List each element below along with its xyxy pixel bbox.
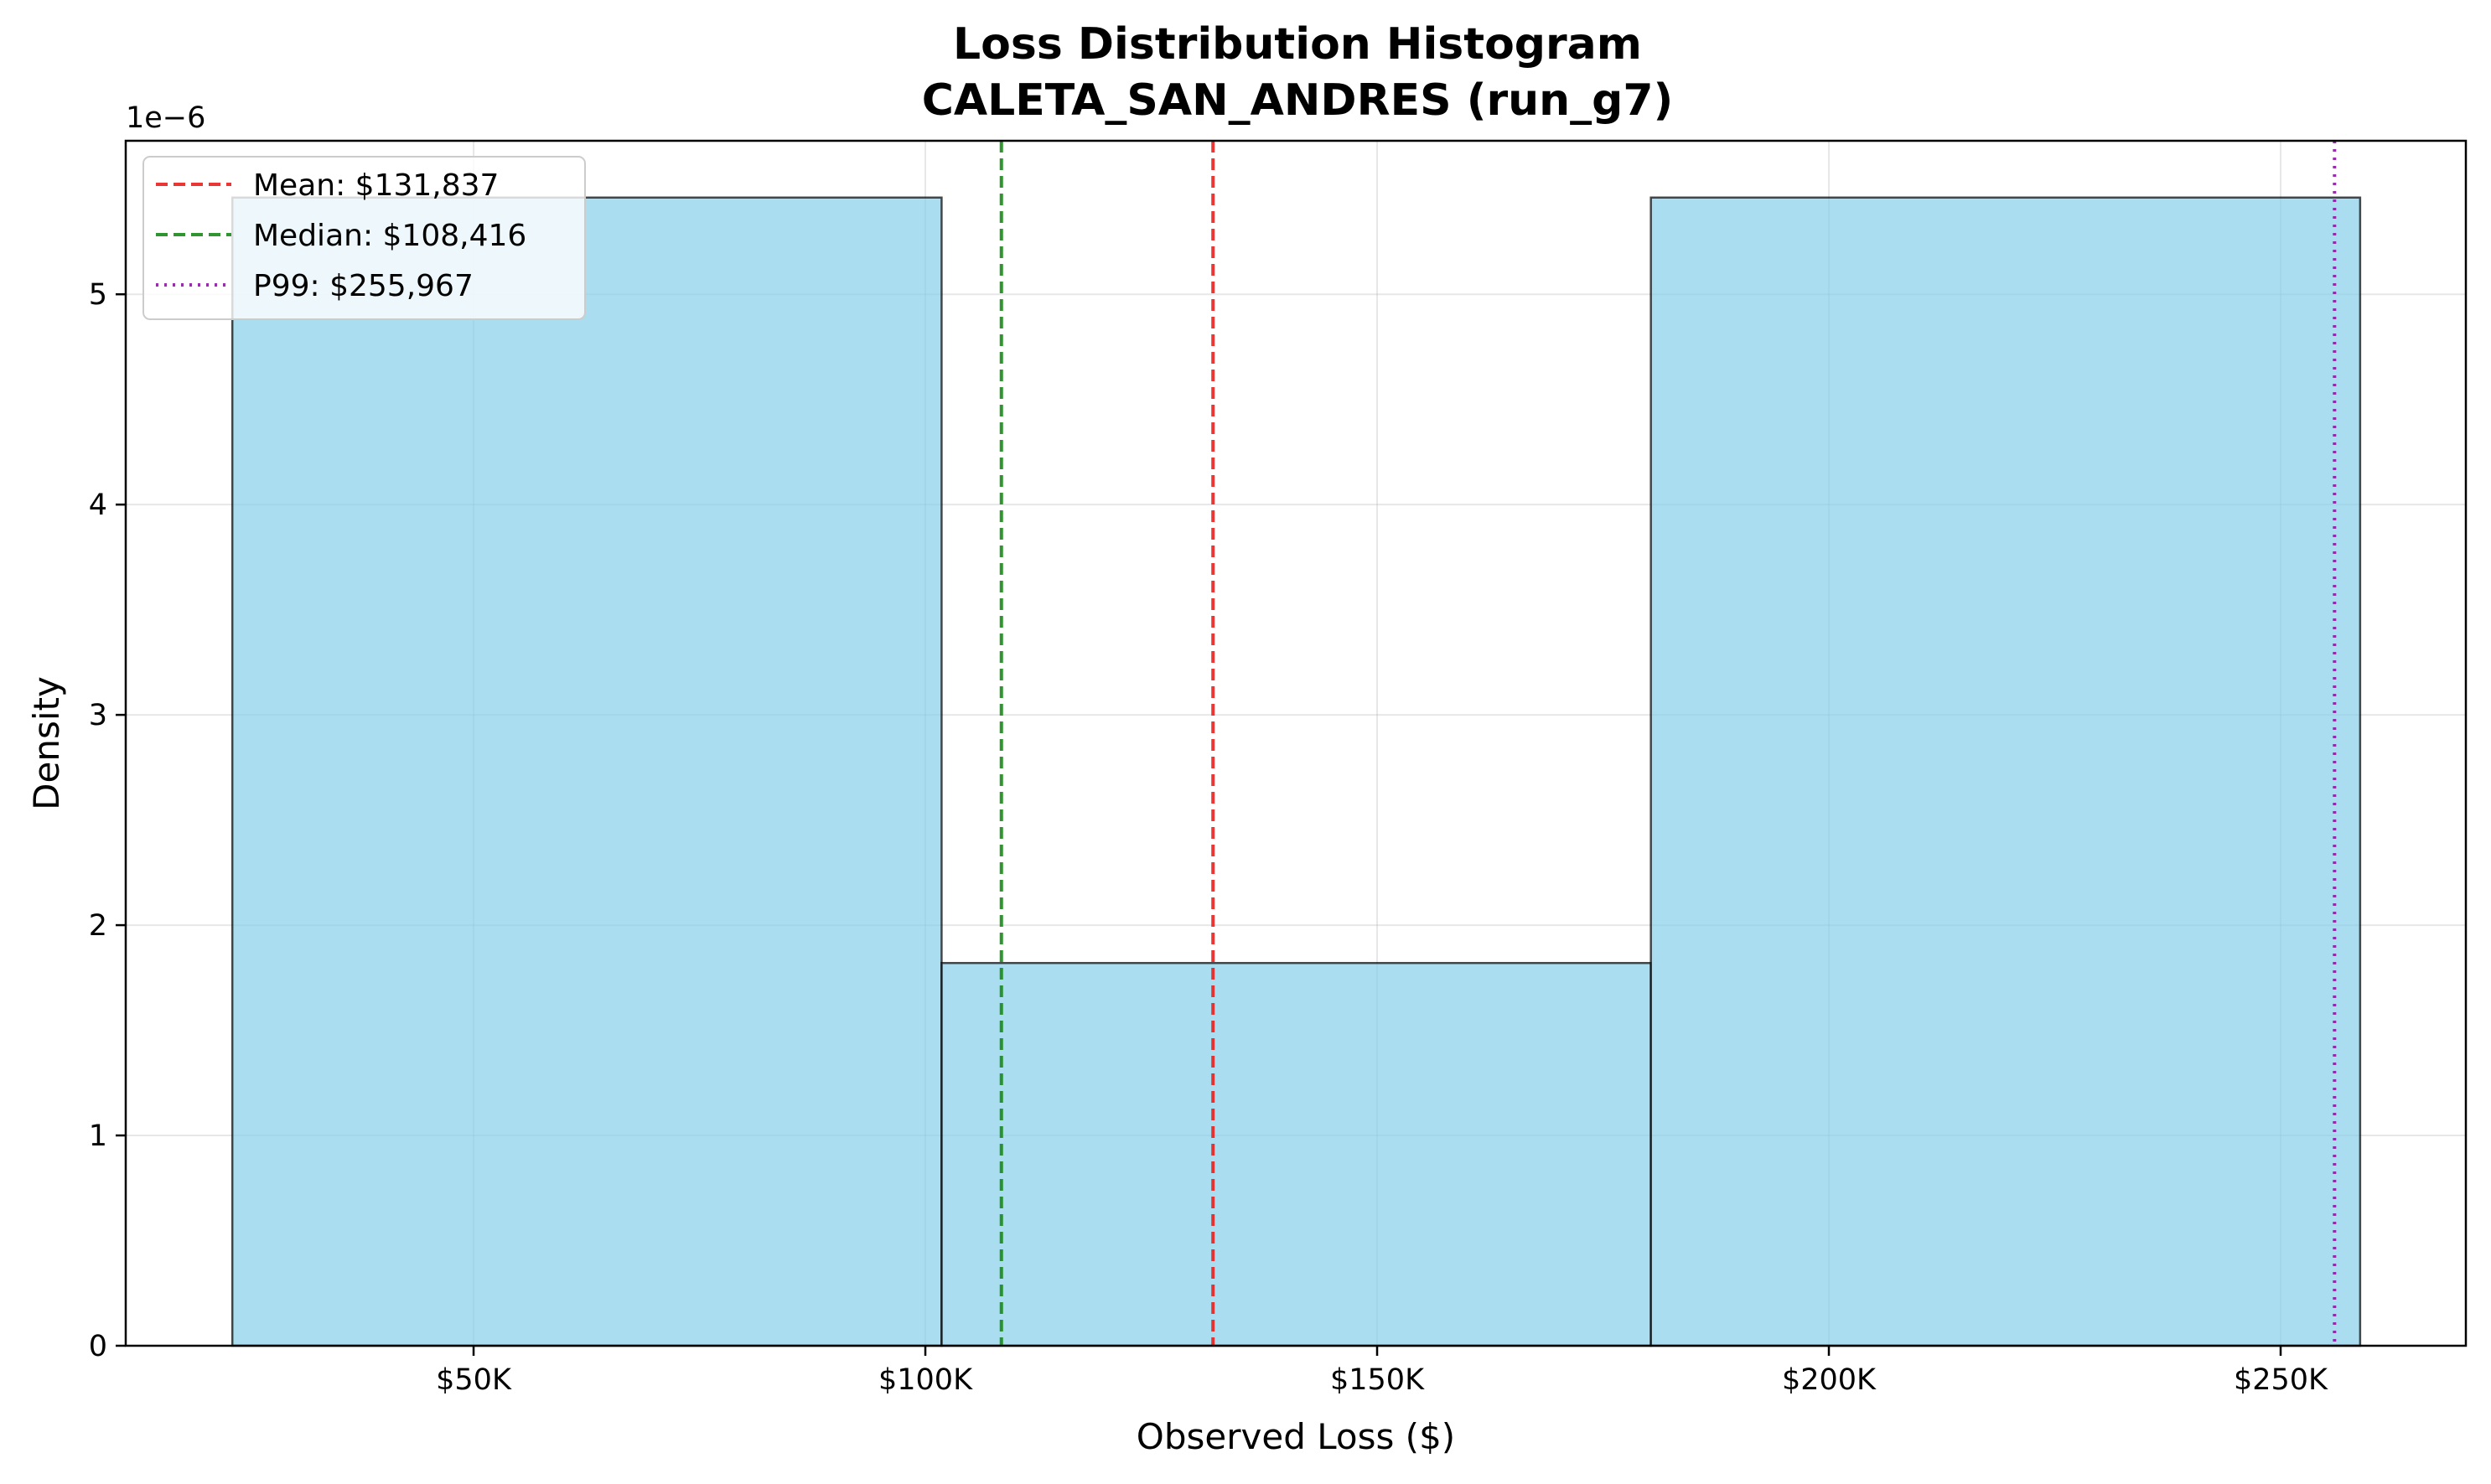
legend-box (142, 156, 586, 320)
reference-lines (999, 141, 2337, 1346)
y-tick-label: 0 (89, 1330, 107, 1363)
bars (230, 196, 2362, 1347)
y-tick-label: 3 (89, 699, 107, 732)
x-tick-label: $200K (1782, 1363, 1877, 1397)
plot-frame (124, 139, 2468, 1347)
x-axis-ticks: $50K $100K $150K $200K $250K (436, 1346, 2328, 1397)
legend-label: P99: $255,967 (253, 269, 474, 303)
legend-label: Mean: $131,837 (253, 168, 499, 203)
x-tick-label: $50K (436, 1363, 512, 1397)
y-offset-label: 1e−6 (126, 101, 205, 135)
x-tick-label: $100K (878, 1363, 973, 1397)
y-tick-label: 1 (89, 1119, 107, 1153)
y-tick-label: 2 (89, 909, 107, 943)
chart-subtitle: CALETA_SAN_ANDRES (run_g7) (922, 75, 1674, 126)
histogram-bar (1649, 196, 2362, 1347)
x-axis-label: Observed Loss ($) (1137, 1416, 1455, 1457)
y-axis-ticks: 0 1 2 3 4 5 (89, 278, 126, 1363)
legend: Mean: $131,837 Median: $108,416 P99: $255,… (142, 156, 586, 320)
legend-label: Median: $108,416 (253, 219, 526, 253)
y-axis-label: Density (26, 676, 67, 810)
x-tick-label: $250K (2234, 1363, 2328, 1397)
histogram-bar (940, 962, 1652, 1347)
x-tick-label: $150K (1330, 1363, 1425, 1397)
y-tick-label: 5 (89, 278, 107, 312)
y-tick-label: 4 (89, 489, 107, 522)
chart-title: Loss Distribution Histogram (953, 19, 1642, 70)
histogram-bar (230, 196, 943, 1347)
